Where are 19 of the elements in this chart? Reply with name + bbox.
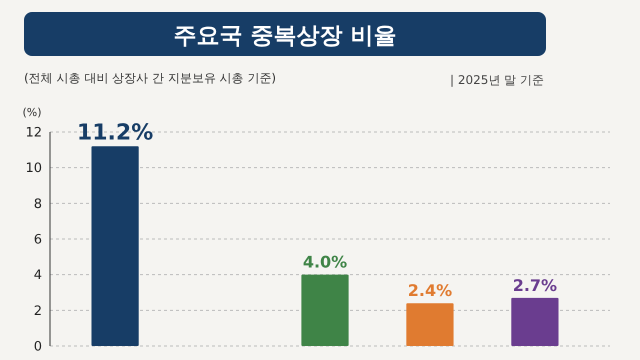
data-label: 11.2% bbox=[76, 120, 154, 146]
y-tick-label: 2 bbox=[34, 304, 42, 319]
y-tick-label: 6 bbox=[34, 232, 42, 248]
y-tick-label: 4 bbox=[34, 268, 42, 284]
bar bbox=[91, 146, 139, 346]
y-tick-label: 10 bbox=[25, 161, 42, 176]
y-tick-label: 0 bbox=[34, 340, 42, 355]
data-label: 2.4% bbox=[408, 281, 452, 300]
bar bbox=[301, 274, 349, 346]
data-label: 4.0% bbox=[302, 252, 348, 272]
chart-title: 주요국 중복상장 비율 bbox=[173, 23, 397, 49]
chart-subtitle: (전체 시총 대비 상장사 간 지분보유 시총 기준) bbox=[24, 71, 276, 85]
bar bbox=[406, 303, 454, 346]
y-tick-label: 8 bbox=[34, 196, 42, 212]
y-tick-label: 12 bbox=[25, 126, 42, 141]
data-label: 2.7% bbox=[512, 276, 558, 295]
bar bbox=[511, 298, 559, 346]
y-axis-title: (%) bbox=[22, 106, 42, 119]
text: | 2025년 말 기준 bbox=[450, 73, 544, 87]
